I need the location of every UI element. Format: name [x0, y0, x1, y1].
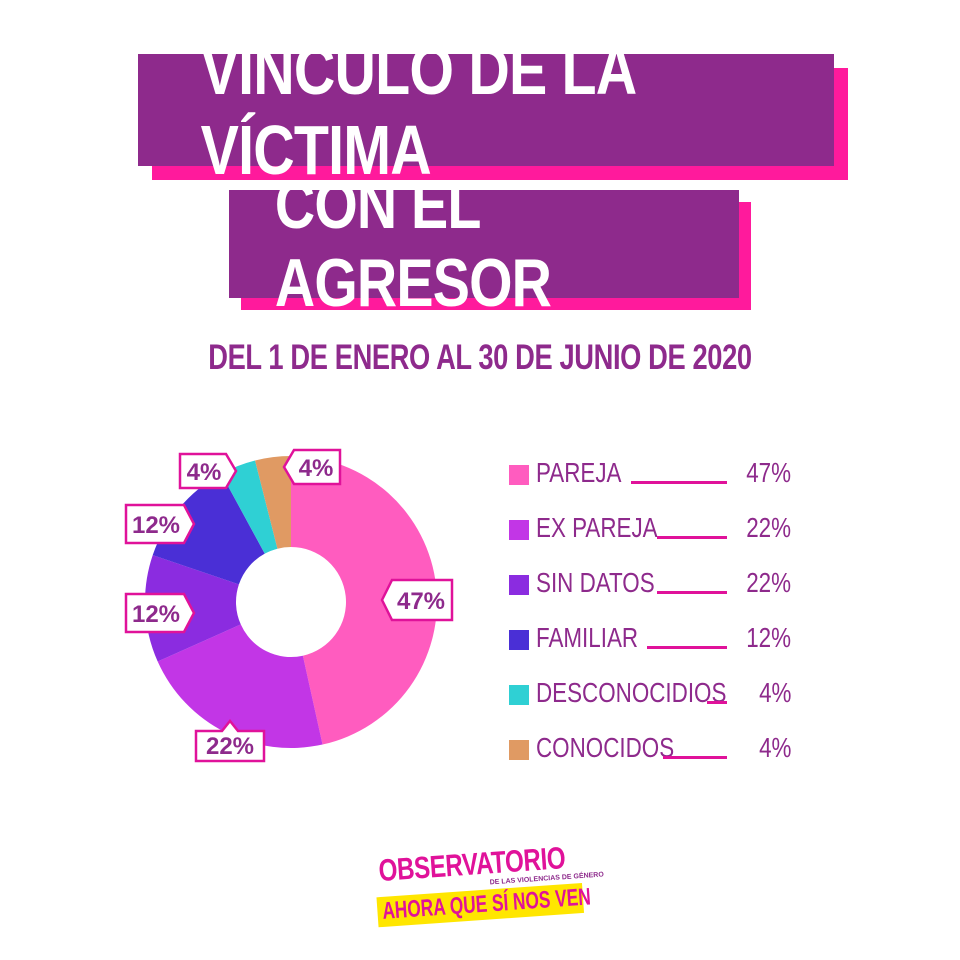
slice-callout-box: [282, 448, 342, 486]
donut-slice-familiar: [152, 473, 265, 585]
legend-value: 22%: [746, 567, 791, 598]
slice-data-label: 12%: [132, 512, 180, 539]
slice-callout-2: 22%: [194, 718, 266, 763]
title-banner-2-bg: [229, 190, 739, 298]
slice-callout-box: [124, 592, 196, 634]
legend-swatch: [509, 685, 529, 705]
legend-label: FAMILIAR: [536, 622, 639, 653]
donut-slice-desconocidios: [221, 460, 278, 554]
legend-swatch: [509, 630, 529, 650]
slice-callout-4: 12%: [124, 503, 196, 545]
slice-data-label: 12%: [132, 601, 180, 628]
donut-slice-conocidos: [255, 456, 291, 549]
slice-callout-3: 12%: [124, 592, 196, 634]
legend-leader-line: [647, 646, 727, 649]
legend-leader-line: [663, 756, 727, 759]
logo-tagline: AHORA QUE SÍ NOS VEN: [381, 883, 592, 925]
date-range-subtitle: DEL 1 DE ENERO AL 30 DE JUNIO DE 2020: [208, 338, 752, 377]
legend-value: 12%: [746, 622, 791, 653]
legend-value: 47%: [746, 457, 791, 488]
legend-leader-line: [657, 591, 727, 594]
slice-data-label: 47%: [397, 588, 445, 615]
legend-item: PAREJA 47%: [509, 455, 809, 493]
legend-label: PAREJA: [536, 457, 622, 488]
slice-callout-box: [178, 452, 238, 490]
title-banner-1-bg: [138, 54, 834, 166]
slice-data-label: 4%: [187, 459, 222, 486]
legend-label: CONOCIDOS: [536, 732, 675, 763]
slice-callout-box: [124, 503, 196, 545]
legend-leader-line: [631, 481, 727, 484]
legend-item: FAMILIAR 12%: [509, 620, 809, 658]
legend-swatch: [509, 465, 529, 485]
legend-swatch: [509, 740, 529, 760]
legend-label: DESCONOCIDIOS: [536, 677, 727, 708]
donut-slice-pareja: [291, 456, 437, 745]
slice-callout-box: [380, 578, 454, 622]
logo-tagline-box: AHORA QUE SÍ NOS VEN: [376, 882, 592, 928]
slice-callout-1: 47%: [380, 578, 454, 622]
legend-value: 4%: [758, 677, 791, 708]
legend-value: 4%: [758, 732, 791, 763]
legend-leader-line: [657, 536, 727, 539]
title-banner-2: CON EL AGRESOR: [229, 167, 751, 321]
legend-item: SIN DATOS 22%: [509, 565, 809, 603]
legend-label: EX PAREJA: [536, 512, 658, 543]
legend-label: SIN DATOS: [536, 567, 655, 598]
slice-data-label: 22%: [206, 733, 254, 760]
donut-slice-ex-pareja: [157, 624, 323, 748]
legend-leader-line: [707, 701, 727, 704]
legend-value: 22%: [746, 512, 791, 543]
legend-item: DESCONOCIDIOS 4%: [509, 675, 809, 713]
observatorio-logo: OBSERVATORIO DE LAS VIOLENCIAS DE GÉNERO…: [373, 839, 604, 935]
slice-callout-box: [194, 718, 266, 763]
legend-item: EX PAREJA 22%: [509, 510, 809, 548]
slice-callout-5: 4%: [178, 452, 238, 490]
legend-item: CONOCIDOS 4%: [509, 730, 809, 768]
title-banner-1: VINCULO DE LA VÍCTIMA: [138, 31, 848, 189]
legend-swatch: [509, 575, 529, 595]
slice-data-label: 4%: [299, 455, 334, 482]
legend-swatch: [509, 520, 529, 540]
slice-callout-6: 4%: [282, 448, 342, 486]
